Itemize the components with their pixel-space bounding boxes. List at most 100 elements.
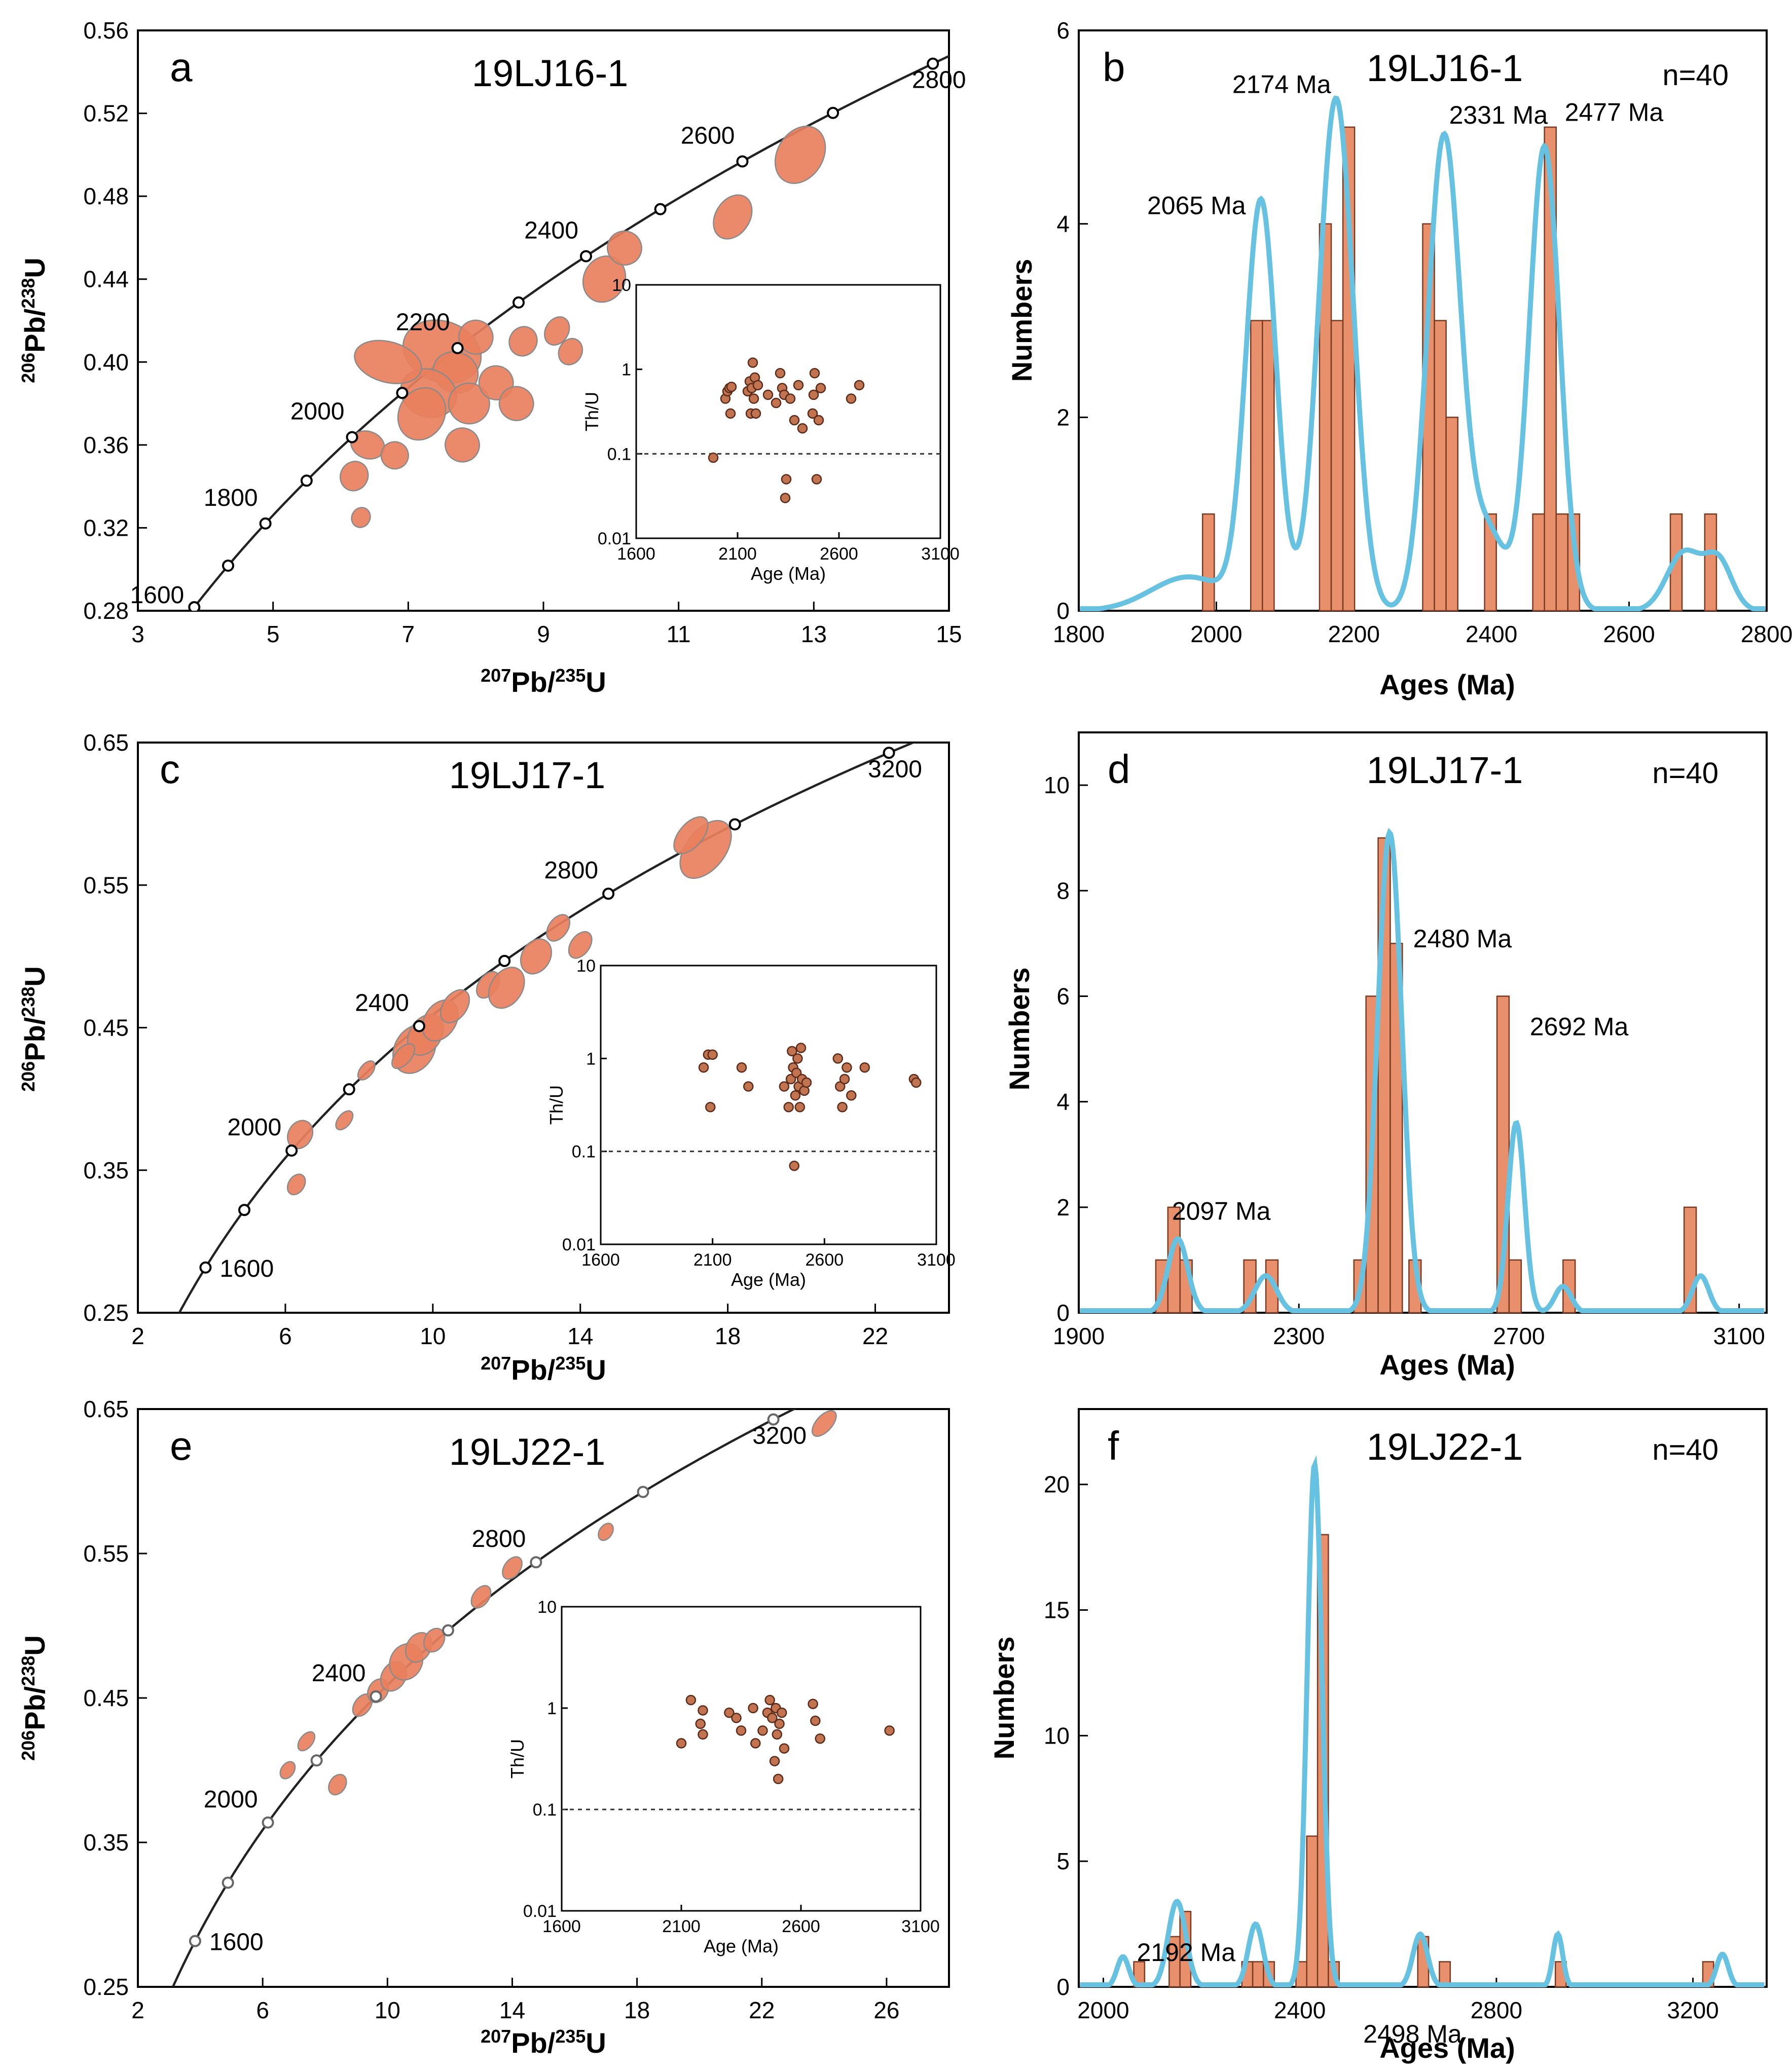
thu-point (832, 1053, 844, 1064)
x-tick-label: 18 (624, 1997, 650, 2023)
panel-letter: d (1108, 747, 1130, 792)
y-axis-label: Numbers (1003, 968, 1035, 1091)
y-tick-label: 0.28 (83, 598, 129, 624)
peak-label: 2498 Ma (1363, 2020, 1462, 2048)
age-label: 1600 (220, 1255, 274, 1282)
age-label: 2400 (312, 1660, 366, 1687)
x-tick-label: 5 (267, 621, 280, 647)
x-tick-label: 15 (936, 621, 962, 647)
age-marker (927, 57, 939, 70)
y-tick-label: 0.65 (83, 1396, 129, 1422)
thu-point (801, 1077, 812, 1088)
age-marker (736, 155, 749, 168)
thu-point (792, 1053, 803, 1064)
age-marker (396, 387, 409, 399)
inset-y-tick-label: 1 (621, 360, 631, 380)
error-ellipse (354, 340, 422, 384)
thu-point (743, 1081, 754, 1092)
y-tick-label: 6 (1056, 983, 1070, 1009)
peak-label: 2477 Ma (1565, 98, 1664, 126)
age-marker (189, 1935, 201, 1947)
thu-point (808, 1698, 818, 1709)
thu-point (731, 1713, 742, 1723)
x-tick-label: 3100 (1713, 1323, 1765, 1349)
age-marker (602, 887, 615, 900)
error-ellipse (811, 1410, 837, 1437)
error-ellipse (397, 387, 447, 441)
x-tick-label: 3200 (1667, 1997, 1718, 2023)
thu-point (807, 408, 818, 419)
y-tick-label: 4 (1056, 1089, 1070, 1115)
y-tick-label: 0.25 (83, 1300, 129, 1326)
axis-ticks: 1900 2300 2700 3100 0 2 4 6 8 10 (1044, 772, 1765, 1349)
inset-x-tick-label: 1600 (617, 544, 655, 564)
age-marker (442, 1624, 454, 1637)
axis-ticks: 3 5 7 9 11 13 15 0.28 0.32 0.36 0.40 0.44 0.48 0.52 0.… (83, 17, 962, 647)
error-ellipse (673, 816, 709, 855)
x-tick-label: 7 (402, 621, 415, 647)
thu-point (736, 1725, 747, 1736)
y-tick-label: 2 (1056, 404, 1070, 430)
thu-point (811, 474, 822, 485)
thu-point (685, 1694, 697, 1706)
y-tick-label: 10 (1044, 772, 1070, 798)
age-markers (189, 1413, 780, 1947)
y-tick-label: 0.32 (83, 514, 129, 541)
histogram-bar (1704, 513, 1717, 612)
x-tick-label: 2400 (1466, 621, 1517, 647)
age-label: 2400 (524, 217, 578, 244)
error-ellipse (568, 931, 593, 959)
thu-inset: 1600 2100 2600 3100 0.01 0.1 1 10 Age (Ma) Th/U (581, 276, 960, 584)
error-ellipse (607, 230, 642, 266)
inset-y-tick-label: 0.1 (572, 1142, 596, 1162)
panel-letter: f (1108, 1423, 1119, 1468)
error-ellipse (423, 1628, 446, 1653)
error-ellipse (286, 1173, 306, 1196)
y-tick-label: 0.56 (83, 17, 129, 44)
age-marker (883, 747, 895, 759)
age-marker (343, 1083, 355, 1096)
panel-c-concordia: c 19LJ17-1 206Pb/238U 207Pb/235U 2 6 10 14 1… (18, 729, 956, 1386)
histogram-bar (1532, 513, 1545, 612)
error-ellipse (448, 382, 490, 425)
y-axis-label: Numbers (988, 1637, 1020, 1760)
panel-letter: e (170, 1423, 193, 1468)
error-ellipse (598, 1523, 614, 1541)
kde-curve (1080, 95, 1766, 611)
thu-point (795, 1043, 807, 1053)
thu-point (884, 1725, 895, 1736)
age-marker (300, 474, 313, 487)
inset-x-tick-label: 2100 (718, 544, 757, 564)
thu-point (783, 1101, 794, 1113)
x-tick-label: 2200 (1328, 621, 1380, 647)
age-marker (222, 560, 234, 572)
thu-point (775, 368, 786, 379)
thu-point (809, 368, 820, 379)
x-tick-label: 2800 (1741, 621, 1792, 647)
thu-point (764, 1694, 775, 1706)
y-tick-label: 8 (1056, 877, 1070, 904)
y-tick-label: 4 (1056, 211, 1070, 237)
x-axis-label: 207Pb/235U (481, 1353, 606, 1386)
x-tick-label: 2300 (1273, 1323, 1325, 1349)
y-tick-label: 0.55 (83, 872, 129, 898)
concordia-curve (171, 1409, 797, 1987)
y-tick-label: 0.40 (83, 349, 129, 375)
inset-frame (600, 965, 937, 1245)
x-tick-label: 2 (131, 1323, 144, 1349)
thu-point (780, 493, 791, 503)
thu-point (757, 1725, 768, 1736)
error-ellipse (520, 938, 553, 975)
x-tick-label: 2600 (1603, 621, 1655, 647)
thu-point (698, 1705, 708, 1716)
thu-point (698, 1729, 708, 1740)
age-marker (451, 342, 464, 354)
age-label: 2200 (396, 309, 450, 336)
age-label: 2000 (227, 1114, 281, 1141)
thu-point (859, 1062, 870, 1073)
x-tick-label: 26 (873, 1997, 899, 2023)
thu-point (794, 1101, 806, 1113)
inset-x-tick-label: 2600 (782, 1917, 820, 1936)
panel-a-concordia: a 19LJ16-1 206Pb/238U 207Pb/235U 3 5 7 9 11 1… (18, 17, 966, 698)
x-axis-label: Ages (Ma) (1379, 669, 1515, 700)
